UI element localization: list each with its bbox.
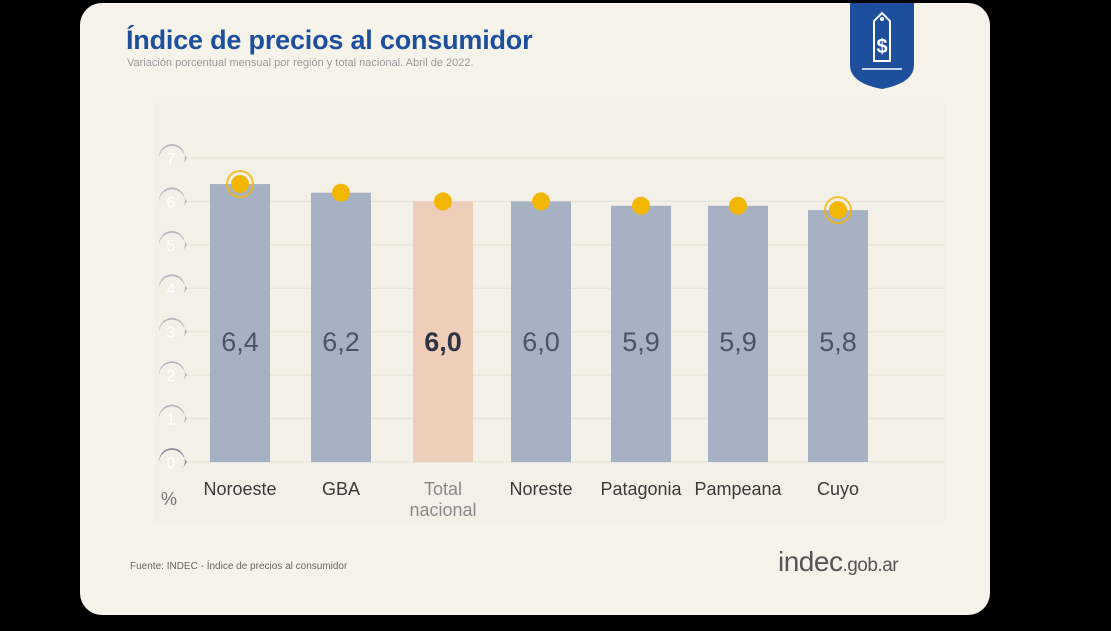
value-marker <box>332 183 350 202</box>
x-tick-label: Total <box>424 479 462 499</box>
x-tick-label: GBA <box>322 479 360 499</box>
y-tick-badge <box>158 404 187 425</box>
y-tick-badge <box>158 361 187 382</box>
y-tick-badge <box>158 230 187 251</box>
y-tick-label: 1 <box>167 412 176 429</box>
data-label: 5,9 <box>719 327 757 357</box>
data-label: 6,4 <box>221 327 259 357</box>
value-marker <box>434 192 452 211</box>
data-label: 6,0 <box>424 327 462 357</box>
y-tick-label: 7 <box>167 151 176 168</box>
indec-logo: indec.gob.ar <box>778 546 899 577</box>
y-tick-badge <box>158 317 187 338</box>
y-tick-badge <box>158 144 187 164</box>
x-tick-label: nacional <box>409 500 476 520</box>
data-label: 6,2 <box>322 327 360 357</box>
value-marker <box>729 196 747 215</box>
price-tag-dollar-icon: $ <box>850 3 914 89</box>
value-marker <box>231 175 249 194</box>
x-tick-label: Patagonia <box>600 479 682 499</box>
data-label: 5,8 <box>819 327 857 357</box>
chart-subtitle: Variación porcentual mensual por región … <box>127 57 474 69</box>
value-marker <box>532 192 550 211</box>
y-tick-label: 3 <box>167 325 176 342</box>
y-tick-badge <box>158 274 187 295</box>
bar-patagonia <box>611 205 671 462</box>
y-tick-label: 5 <box>167 238 176 255</box>
data-label: 6,0 <box>522 327 560 357</box>
value-marker <box>632 196 650 215</box>
bar-pampeana <box>708 205 768 462</box>
x-tick-label: Cuyo <box>817 479 859 499</box>
bar-gba <box>311 192 371 462</box>
data-label: 5,9 <box>622 327 660 357</box>
bar-noroeste <box>210 184 270 463</box>
y-tick-badge <box>158 187 187 208</box>
chart-title: Índice de precios al consumidor <box>126 25 533 55</box>
marker-ring <box>226 170 254 199</box>
bar-total-nacional <box>413 201 473 462</box>
bar-cuyo <box>808 210 868 462</box>
y-tick-label: 6 <box>167 194 176 211</box>
y-tick-label: 0 <box>167 455 176 472</box>
y-tick-label: 2 <box>167 368 176 385</box>
x-tick-label: Noroeste <box>203 479 276 499</box>
x-tick-label: Noreste <box>509 479 572 499</box>
value-marker <box>829 201 847 220</box>
svg-text:$: $ <box>876 36 887 58</box>
marker-ring <box>824 196 852 225</box>
y-tick-label: 4 <box>167 281 176 298</box>
y-axis-label: % <box>161 489 177 509</box>
bar-noreste <box>511 201 571 462</box>
source-note: Fuente: INDEC - Índice de precios al con… <box>130 561 348 572</box>
x-tick-label: Pampeana <box>694 479 782 499</box>
y-tick-badge <box>158 448 187 468</box>
